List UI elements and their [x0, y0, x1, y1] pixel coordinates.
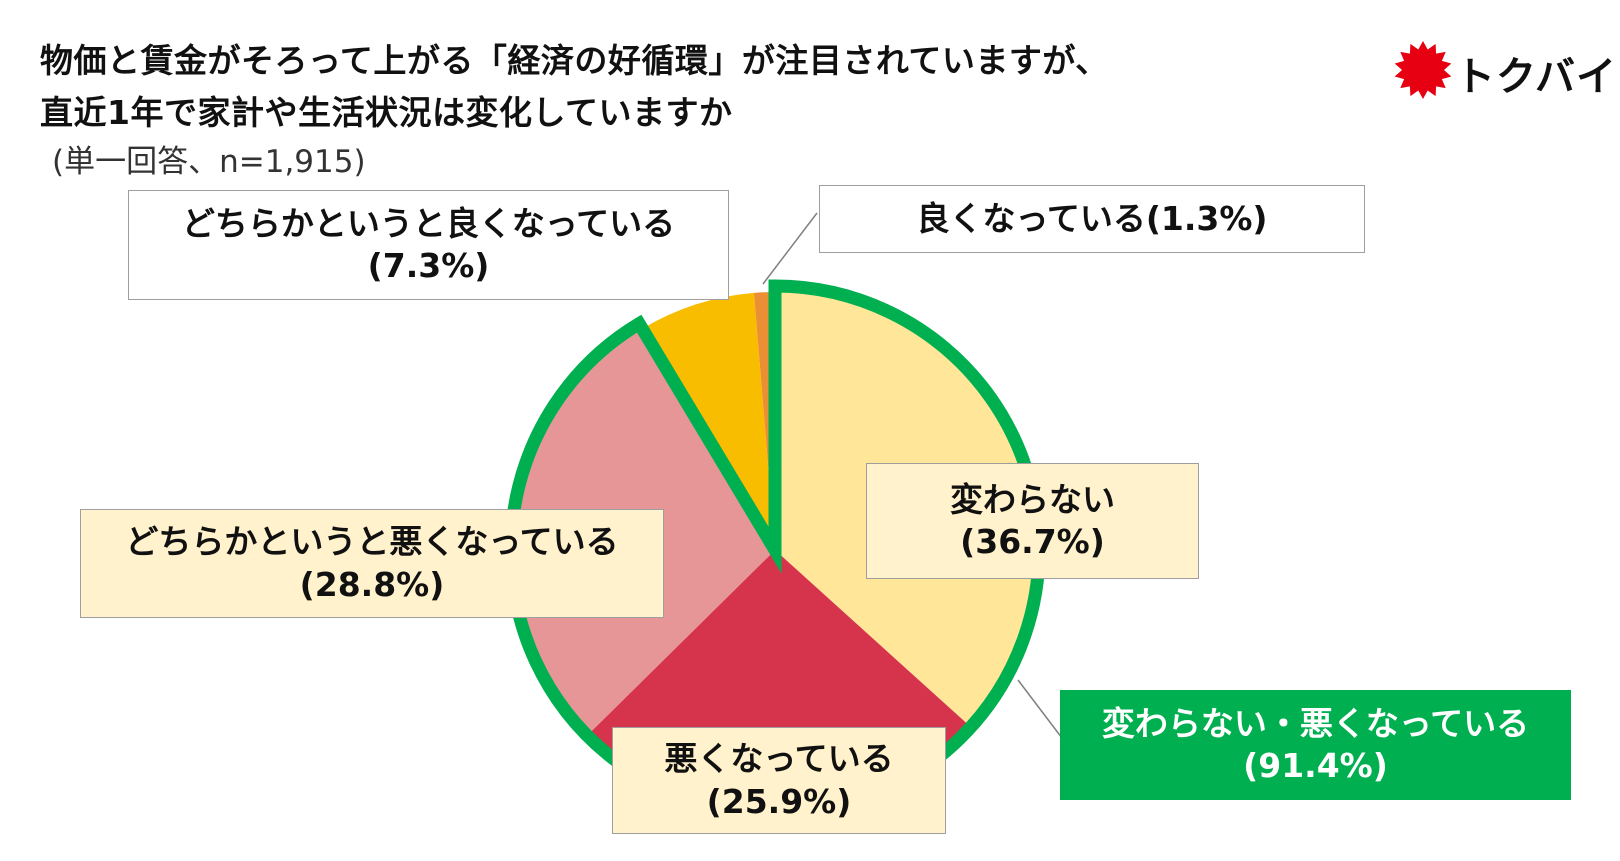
chart-subtitle: (単一回答、n=1,915): [52, 144, 366, 180]
slice-label-value: (36.7%): [960, 522, 1105, 561]
slice-label-name: どちらかというと良くなっている: [181, 203, 676, 243]
slice-label-name: どちらかというと悪くなっている: [125, 522, 619, 562]
slice-label-name: 悪くなっている: [664, 739, 894, 779]
red-starburst-icon: [1394, 41, 1452, 99]
slice-label-unchanged: 変わらない (36.7%): [866, 463, 1199, 579]
chart-title-line-1: 物価と賃金がそろって上がる「経済の好循環」が注目されていますが、: [40, 41, 1109, 80]
slice-label-somewhat-worse: どちらかというと悪くなっている (28.8%): [80, 509, 664, 618]
leader-line-highlight: [1017, 679, 1069, 747]
slice-label-value: (7.3%): [367, 246, 490, 285]
leader-line-good: [762, 212, 818, 285]
logo-text: トクバイ: [1455, 54, 1617, 100]
highlight-label: 変わらない・悪くなっている (91.4%): [1060, 690, 1571, 800]
slice-label-name: 変わらない: [950, 479, 1115, 519]
chart-title-line-2: 直近1年で家計や生活状況は変化していますか: [40, 93, 733, 132]
highlight-label-name: 変わらない・悪くなっている: [1101, 703, 1530, 743]
brand-logo: トクバイ: [1393, 40, 1616, 100]
slice-label-value: (28.8%): [299, 564, 445, 604]
slice-label-better: 良くなっている(1.3%): [819, 185, 1365, 253]
slice-label-somewhat-better: どちらかというと良くなっている (7.3%): [128, 190, 729, 300]
slice-label-worse: 悪くなっている (25.9%): [612, 727, 946, 834]
slice-label-name: 良くなっている(1.3%): [916, 198, 1268, 238]
highlight-label-value: (91.4%): [1243, 746, 1388, 785]
slice-label-value: (25.9%): [706, 781, 852, 821]
